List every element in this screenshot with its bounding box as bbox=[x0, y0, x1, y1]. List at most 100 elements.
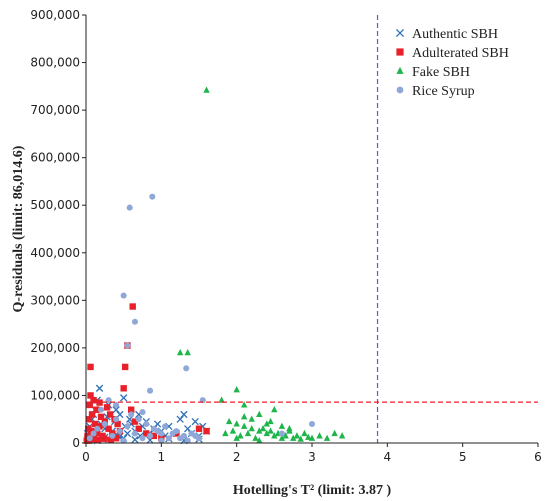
fake-sbh-point bbox=[222, 429, 229, 437]
fake-sbh-point bbox=[331, 429, 338, 437]
y-tick-label: 500,000 bbox=[30, 198, 80, 212]
adulterated-sbh-point bbox=[96, 399, 103, 406]
fake-sbh-point bbox=[271, 406, 278, 413]
adulterated-sbh-point bbox=[93, 406, 100, 413]
rice-syrup-point bbox=[109, 432, 116, 439]
adulterated-sbh-point bbox=[87, 392, 94, 399]
rice-syrup-point bbox=[116, 428, 123, 435]
rice-syrup-point bbox=[86, 435, 93, 442]
fake-sbh-point bbox=[256, 410, 263, 418]
legend-label: Rice Syrup bbox=[412, 84, 475, 99]
fake-sbh-point bbox=[241, 413, 248, 420]
adulterated-sbh-point bbox=[128, 406, 135, 413]
authentic-sbh-point bbox=[95, 384, 104, 392]
x-tick-label: 6 bbox=[534, 450, 542, 464]
authentic-sbh-point bbox=[184, 425, 192, 433]
fake-sbh-point bbox=[267, 427, 274, 434]
fake-sbh-point bbox=[293, 432, 301, 439]
rice-syrup-point bbox=[165, 435, 172, 442]
rice-syrup-point bbox=[149, 193, 156, 200]
adulterated-sbh-point bbox=[120, 385, 127, 392]
authentic-sbh-point bbox=[131, 436, 139, 444]
adulterated-sbh-point bbox=[131, 418, 139, 425]
fake-sbh-point bbox=[252, 434, 259, 441]
fake-sbh-point bbox=[301, 429, 308, 437]
y-tick-label: 0 bbox=[72, 436, 80, 450]
y-tick-label: 900,000 bbox=[30, 8, 80, 22]
y-axis-title: Q-residuals (limit: 86,014.6) bbox=[11, 145, 26, 312]
y-tick-label: 300,000 bbox=[30, 293, 80, 307]
adulterated-sbh-point bbox=[87, 363, 94, 371]
fake-sbh-point bbox=[289, 434, 297, 441]
adulterated-sbh-point bbox=[86, 401, 93, 409]
rice-syrup-point bbox=[120, 292, 127, 299]
fake-sbh-point bbox=[323, 434, 331, 441]
rice-syrup-point bbox=[139, 409, 146, 416]
rice-syrup-point bbox=[131, 430, 139, 437]
rice-syrup-point bbox=[308, 420, 316, 428]
adulterated-sbh-point bbox=[121, 363, 129, 371]
x-tick-label: 3 bbox=[308, 450, 316, 464]
adulterated-sbh-point bbox=[107, 436, 115, 443]
authentic-sbh-point bbox=[176, 415, 184, 423]
adulterated-sbh-point bbox=[203, 427, 210, 435]
legend: Authentic SBH Adulterated SBH Fake SBH Rice… bbox=[395, 27, 509, 99]
rice-syrup-point bbox=[90, 430, 97, 437]
fake-sbh-point bbox=[259, 425, 267, 432]
fake-sbh-point bbox=[267, 417, 274, 425]
fake-sbh-point bbox=[237, 432, 244, 439]
fake-sbh-point bbox=[286, 425, 293, 432]
fake-sbh-point bbox=[233, 434, 240, 441]
adulterated-sbh-point bbox=[91, 420, 99, 428]
fake-sbh-point bbox=[256, 427, 263, 434]
rice-syrup-point bbox=[124, 423, 131, 430]
x-tick-label: 0 bbox=[82, 450, 90, 464]
adulterated-sbh-point bbox=[129, 303, 136, 310]
legend-label: Adulterated SBH bbox=[412, 46, 509, 61]
rice-syrup-point bbox=[128, 411, 135, 418]
fake-sbh-point bbox=[278, 434, 286, 441]
authentic-sbh-point bbox=[120, 394, 128, 402]
fake-sbh-point bbox=[184, 348, 191, 356]
rice-syrup-point bbox=[139, 435, 146, 442]
adulterated-sbh-point bbox=[84, 432, 91, 440]
rice-syrup-point bbox=[183, 365, 190, 372]
rice-syrup-point bbox=[113, 401, 120, 408]
adulterated-sbh-point bbox=[96, 423, 103, 430]
x-tick-label: 2 bbox=[233, 450, 241, 464]
adulterated-sbh-point bbox=[105, 425, 112, 432]
x-ticks: 0 1 2 3 4 5 6 bbox=[82, 443, 542, 464]
fake-sbh-point bbox=[278, 422, 286, 429]
fake-sbh-point bbox=[256, 436, 263, 444]
rice-syrup-point bbox=[94, 425, 101, 432]
legend-label: Fake SBH bbox=[412, 65, 470, 80]
fake-sbh-point bbox=[176, 348, 184, 356]
y-tick-label: 800,000 bbox=[30, 56, 80, 70]
fake-sbh-point bbox=[282, 432, 289, 439]
rice-syrup-point bbox=[278, 430, 285, 437]
adulterated-sbh-point bbox=[97, 413, 105, 421]
x-tick-label: 4 bbox=[384, 450, 392, 464]
rice-syrup-point bbox=[101, 420, 108, 428]
fake-sbh-point bbox=[297, 435, 304, 442]
adulterated-sbh-point bbox=[88, 427, 95, 435]
authentic-sbh-point bbox=[112, 406, 120, 414]
fake-sbh-point bbox=[271, 432, 278, 439]
y-tick-label: 400,000 bbox=[30, 246, 80, 260]
fake-sbh-point bbox=[203, 86, 210, 93]
rice-syrup-point bbox=[146, 387, 154, 394]
adulterated-sbh-point bbox=[94, 436, 102, 444]
rice-syrup-point bbox=[131, 318, 139, 325]
y-tick-label: 700,000 bbox=[30, 103, 80, 117]
rice-syrup-point bbox=[146, 432, 154, 439]
legend-label: Authentic SBH bbox=[412, 27, 498, 42]
x-axis-title: Hotelling's T² (limit: 3.87 ) bbox=[233, 483, 392, 498]
rice-syrup-point bbox=[113, 416, 120, 423]
adulterated-sbh-point bbox=[150, 432, 157, 440]
fake-sbh-point bbox=[316, 432, 323, 439]
legend-marker bbox=[396, 66, 404, 74]
adulterated-sbh-point bbox=[112, 435, 120, 442]
fake-sbh-point bbox=[241, 422, 248, 429]
fake-sbh-point bbox=[225, 417, 233, 425]
